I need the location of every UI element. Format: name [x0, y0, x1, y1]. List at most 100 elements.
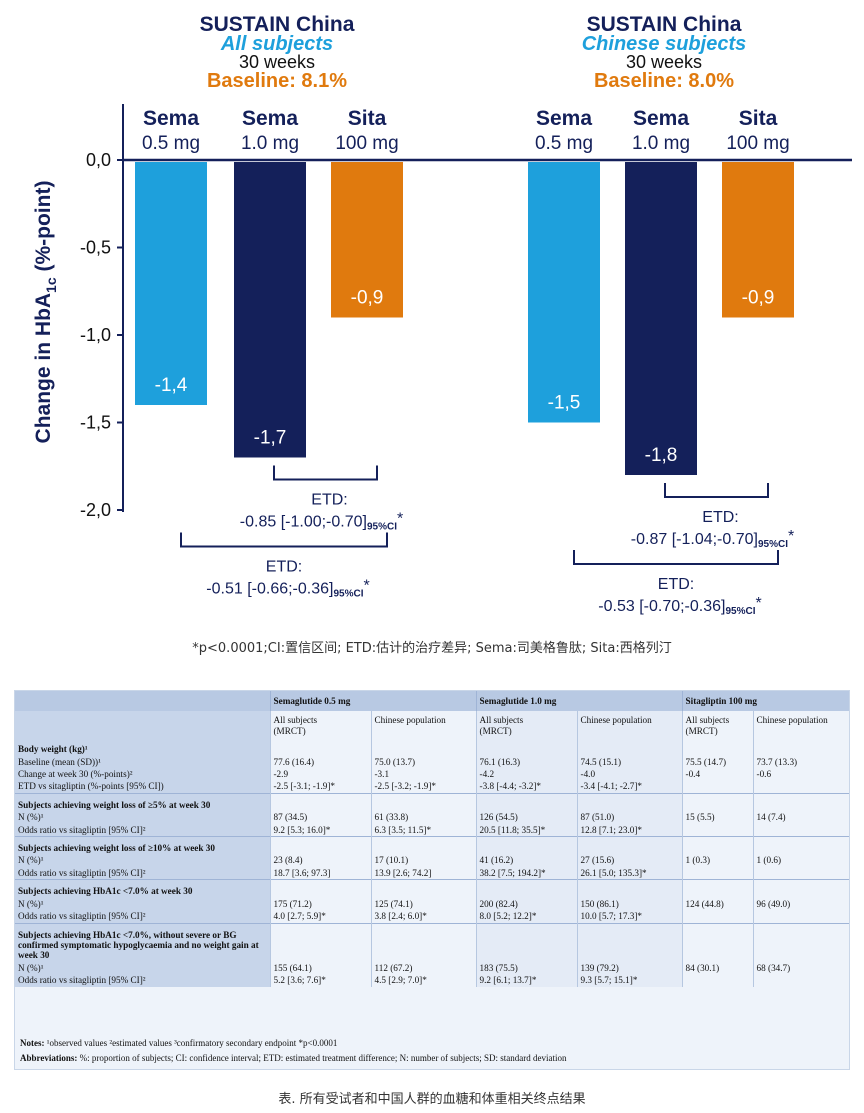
etd-lower-value: -0.53 [-0.70;-0.36]95%CI*: [598, 595, 761, 617]
results-table-panel: Semaglutide 0.5 mg Semaglutide 1.0 mg Si…: [14, 690, 850, 1070]
bar: [528, 162, 600, 423]
abbreviations-label: Abbreviations:: [20, 1053, 78, 1063]
etd-upper-label: ETD:: [311, 492, 347, 509]
table-notes: Notes: ¹observed values ²estimated value…: [20, 1038, 850, 1048]
chart-caption: *p<0.0001;CI:置信区间; ETD:估计的治疗差异; Sema:司美格…: [192, 641, 672, 656]
table-cell: 41 (16.2): [475, 854, 578, 867]
section-row: Subjects achieving weight loss of ≥10% a…: [15, 836, 850, 855]
table-cell: 96 (49.0): [752, 897, 850, 911]
table-cell: 8.0 [5.2; 12.2]*: [475, 910, 578, 923]
table-cell-empty: [576, 879, 683, 898]
table-cell-empty: [576, 836, 683, 855]
etd-lower-star: *: [755, 595, 761, 612]
table-cell-empty: [752, 879, 850, 898]
notes-label: Notes:: [20, 1038, 45, 1048]
table-cell: 73.7 (13.3): [752, 755, 850, 769]
panel-baseline: Baseline: 8.1%: [207, 70, 347, 92]
bar: [135, 162, 207, 405]
table-cell-empty: [269, 879, 371, 898]
table-cell: 26.1 [5.0; 135.3]*: [576, 866, 683, 880]
table-cell-empty: [681, 792, 754, 812]
panel-subtitle: All subjects: [220, 33, 333, 55]
etd-lower-ci-suffix: 95%CI: [725, 606, 755, 617]
table-cell: 14 (7.4): [752, 811, 850, 824]
table-cell: 87 (51.0): [576, 811, 683, 824]
category-name: Sema: [536, 107, 592, 130]
etd-lower-value: -0.51 [-0.66;-0.36]95%CI*: [206, 578, 369, 600]
category-name: Sema: [143, 107, 199, 130]
table-cell-empty: [576, 922, 683, 962]
table-cell-empty: [752, 836, 850, 855]
etd-upper-label: ETD:: [702, 509, 738, 526]
etd-upper-ci-suffix: 95%CI: [758, 539, 788, 550]
table-cell: 12.8 [7.1; 23.0]*: [576, 823, 683, 837]
table-cell: 125 (74.1): [370, 897, 477, 911]
etd-upper-star: *: [788, 528, 794, 545]
table-cell-empty: [752, 922, 850, 962]
section-title: Subjects achieving HbA1c <7.0%, without …: [15, 922, 270, 962]
table-cell: -0.4: [681, 768, 754, 781]
table-cell: 155 (64.1): [269, 961, 371, 975]
table-cell: 15 (5.5): [681, 811, 754, 824]
etd-upper-etd-upper: -0.87 [-1.04;-0.70]: [631, 531, 758, 548]
table-cell: 6.3 [3.5; 11.5]*: [370, 823, 477, 837]
table-cell: -4.2: [475, 768, 578, 781]
table-row: N (%)¹ 175 (71.2) 125 (74.1) 200 (82.4) 150 …: [15, 897, 850, 911]
table-cell: 84 (30.1): [681, 961, 754, 975]
panel-title: SUSTAIN China: [587, 13, 742, 36]
table-caption: 表. 所有受试者和中国人群的血糖和体重相关终点结果: [278, 1092, 586, 1107]
row-label: N (%)¹: [15, 811, 270, 824]
etd-upper-ci-suffix: 95%CI: [367, 522, 397, 533]
subheader: All subjects (MRCT): [681, 711, 754, 739]
table-cell: -3.4 [-4.1; -2.7]*: [576, 780, 683, 794]
table-cell-empty: [681, 836, 754, 855]
y-axis-label-main: Change in HbA: [32, 293, 55, 444]
subheader: All subjects (MRCT): [269, 711, 371, 739]
table-cell-empty: [370, 738, 477, 756]
table-cell: 75.0 (13.7): [370, 755, 477, 769]
table-cell: 27 (15.6): [576, 854, 683, 867]
bar-value-label: -1,5: [548, 393, 581, 414]
group-header: Sitagliptin 100 mg: [681, 691, 850, 712]
table-cell: [681, 866, 754, 880]
table-cell: 5.2 [3.6; 7.6]*: [269, 974, 371, 987]
bar-value-label: -0,9: [742, 288, 775, 309]
bar-value-label: -1,7: [254, 428, 287, 449]
panel-weeks: 30 weeks: [626, 52, 702, 72]
table-cell: [752, 823, 850, 837]
section-title: Subjects achieving weight loss of ≥5% at…: [15, 792, 270, 812]
row-label: Odds ratio vs sitagliptin [95% CI]²: [15, 866, 270, 880]
group-header: Semaglutide 0.5 mg: [269, 691, 477, 712]
etd-bracket-upper: [664, 483, 769, 498]
subheader: Chinese population: [576, 711, 683, 739]
row-label: Change at week 30 (%-points)²: [15, 768, 270, 781]
bar: [234, 162, 306, 458]
table-cell: [681, 780, 754, 794]
etd-lower-label: ETD:: [658, 576, 694, 593]
table-cell-empty: [269, 836, 371, 855]
y-tick-label: -1,5: [80, 413, 111, 433]
table-cell: -3.8 [-4.4; -3.2]*: [475, 780, 578, 794]
table-row: N (%)¹ 23 (8.4) 17 (10.1) 41 (16.2) 27 (15.6…: [15, 854, 850, 867]
etd-upper-value: -0.85 [-1.00;-0.70]95%CI*: [240, 511, 403, 533]
table-cell: 74.5 (15.1): [576, 755, 683, 769]
table-cell: 20.5 [11.8; 35.5]*: [475, 823, 578, 837]
notes-text: ¹observed values ²estimated values ³conf…: [44, 1038, 338, 1048]
table-corner: [15, 691, 270, 712]
table-cell-empty: [475, 879, 578, 898]
table-cell-empty: [475, 922, 578, 962]
table-cell: 23 (8.4): [269, 854, 371, 867]
table-cell: 124 (44.8): [681, 897, 754, 911]
table-cell-empty: [576, 792, 683, 812]
table-cell: 200 (82.4): [475, 897, 578, 911]
table-cell-empty: [681, 738, 754, 756]
table-cell-empty: [370, 836, 477, 855]
category-dose: 1.0 mg: [632, 133, 690, 154]
table-cell-empty: [370, 792, 477, 812]
etd-bracket-lower: [180, 532, 388, 548]
group-header: Semaglutide 1.0 mg: [475, 691, 683, 712]
etd-lower-label: ETD:: [266, 559, 302, 576]
table-cell-empty: [752, 792, 850, 812]
table-cell: 76.1 (16.3): [475, 755, 578, 769]
y-tick-label: -0,5: [80, 238, 111, 258]
